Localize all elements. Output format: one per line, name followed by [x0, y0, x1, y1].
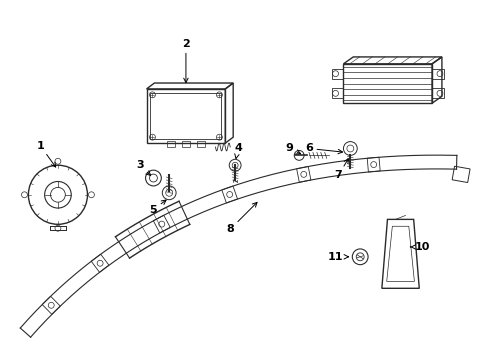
Text: 10: 10 [410, 242, 430, 252]
Bar [167, 141, 175, 147]
Text: 1: 1 [36, 140, 56, 167]
Text: 7: 7 [335, 159, 348, 180]
Text: 5: 5 [149, 200, 166, 215]
Bar [197, 141, 205, 147]
Text: 4: 4 [234, 144, 242, 158]
Bar [343, 64, 432, 103]
Text: 2: 2 [182, 39, 190, 82]
Bar [452, 166, 470, 183]
Text: 8: 8 [226, 202, 257, 234]
Text: 9: 9 [285, 144, 300, 154]
Bar [147, 89, 225, 143]
Text: 6: 6 [305, 144, 343, 154]
Bar [182, 141, 190, 147]
Text: 11: 11 [328, 252, 348, 262]
Bar [150, 93, 221, 139]
Text: 3: 3 [136, 160, 150, 175]
